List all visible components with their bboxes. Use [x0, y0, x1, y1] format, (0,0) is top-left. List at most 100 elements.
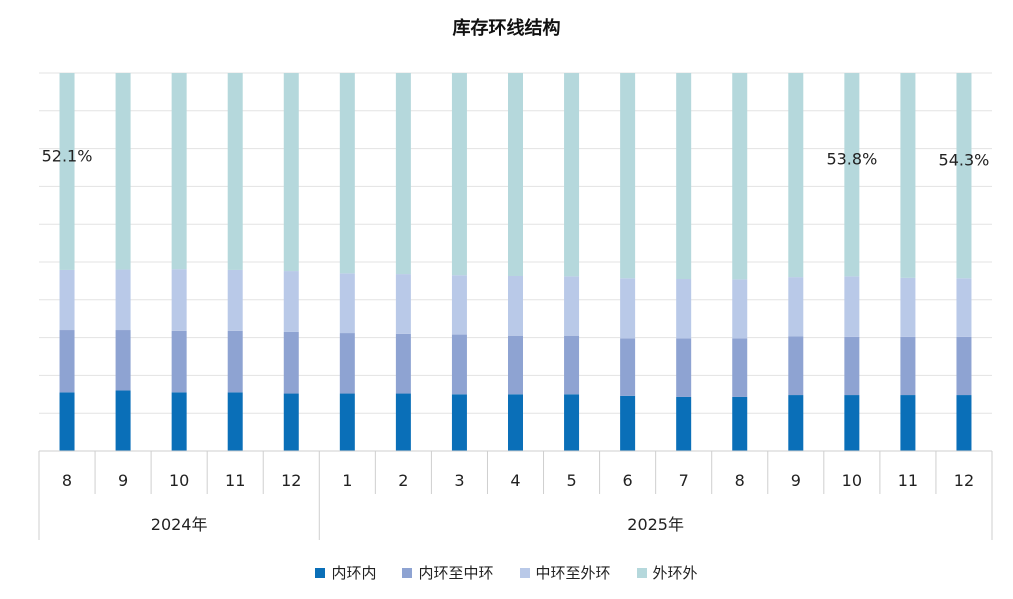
- bar-segment: [956, 395, 972, 451]
- x-tick-label: 6: [623, 471, 633, 490]
- bar-segment: [956, 73, 972, 279]
- x-tick-label: 8: [735, 471, 745, 490]
- bar-segment: [339, 393, 355, 451]
- bar-segment: [395, 333, 411, 394]
- bar-segment: [900, 277, 916, 337]
- bar-segment: [844, 276, 860, 337]
- bar-segment: [171, 73, 187, 270]
- x-tick-label: 10: [169, 471, 189, 490]
- x-tick-label: 9: [118, 471, 128, 490]
- bar-segment: [900, 395, 916, 451]
- legend-label: 中环至外环: [535, 564, 611, 582]
- bar-segment: [115, 330, 131, 391]
- bar-segment: [620, 73, 636, 279]
- bar-segment: [788, 395, 804, 451]
- x-tick-label: 4: [510, 471, 520, 490]
- bar-segment: [451, 334, 467, 395]
- data-label: 54.3%: [939, 150, 990, 169]
- legend-label: 内环至中环: [418, 564, 494, 582]
- legend-label: 内环内: [331, 564, 377, 582]
- bar-segment: [732, 396, 748, 451]
- legend-item: 外环外: [636, 562, 698, 583]
- legend: 内环内 内环至中环 中环至外环 外环外: [0, 562, 1013, 583]
- bar-segment: [171, 269, 187, 331]
- bar-segment: [844, 395, 860, 451]
- bar-segment: [508, 394, 523, 451]
- bar-segment: [59, 269, 75, 331]
- bar-segment: [956, 336, 972, 396]
- x-tick-label: 5: [566, 471, 576, 490]
- bar-segment: [508, 275, 523, 336]
- legend-item: 内环内: [315, 562, 376, 583]
- bar-segment: [564, 276, 580, 336]
- bar-segment: [227, 73, 243, 270]
- bar-segment: [564, 394, 580, 451]
- bars: [59, 73, 972, 451]
- bar-segment: [339, 73, 355, 274]
- legend-swatch: [315, 567, 326, 578]
- bar-segment: [620, 395, 636, 451]
- bar-segment: [395, 274, 411, 334]
- bar-segment: [283, 331, 299, 394]
- bar-segment: [283, 271, 299, 332]
- x-tick-label: 9: [791, 471, 801, 490]
- bar-segment: [339, 333, 355, 394]
- x-group-label: 2025年: [627, 515, 684, 534]
- bar-segment: [227, 330, 243, 393]
- bar-segment: [451, 275, 467, 335]
- bar-segment: [564, 73, 580, 277]
- bar-segment: [171, 330, 187, 393]
- x-tick-label: 11: [898, 471, 918, 490]
- x-tick-label: 2: [398, 471, 408, 490]
- legend-swatch: [519, 567, 530, 578]
- bar-segment: [451, 394, 467, 451]
- bar-segment: [956, 278, 972, 337]
- x-tick-label: 12: [281, 471, 301, 490]
- bar-segment: [395, 393, 411, 451]
- x-group-label: 2024年: [151, 515, 208, 534]
- x-tick-label: 12: [954, 471, 974, 490]
- bar-segment: [339, 273, 355, 334]
- bar-segment: [676, 73, 692, 280]
- legend-item: 内环至中环: [402, 562, 494, 583]
- bar-segment: [59, 330, 75, 393]
- bar-segment: [788, 277, 804, 337]
- x-tick-label: 3: [454, 471, 464, 490]
- legend-swatch: [402, 567, 413, 578]
- bar-segment: [395, 73, 411, 275]
- bar-segment: [732, 338, 748, 397]
- bar-segment: [59, 73, 75, 270]
- legend-item: 中环至外环: [519, 562, 611, 583]
- bar-segment: [620, 338, 636, 396]
- bar-segment: [900, 336, 916, 396]
- bar-segment: [676, 279, 692, 339]
- x-tick-label: 7: [679, 471, 689, 490]
- data-label: 53.8%: [826, 150, 877, 169]
- x-tick-label: 1: [342, 471, 352, 490]
- bar-segment: [227, 392, 243, 451]
- bar-segment: [620, 278, 636, 339]
- bar-segment: [564, 335, 580, 395]
- bar-segment: [788, 73, 804, 278]
- bar-segment: [227, 269, 243, 331]
- bar-segment: [508, 73, 523, 276]
- bar-segment: [508, 335, 523, 395]
- x-tick-label: 8: [62, 471, 72, 490]
- bar-segment: [171, 392, 187, 451]
- bar-segment: [451, 73, 467, 276]
- data-labels: 52.1% 53.8% 54.3%: [42, 147, 990, 170]
- bar-segment: [788, 336, 804, 396]
- bar-segment: [59, 392, 75, 451]
- bar-segment: [115, 73, 131, 270]
- bar-segment: [900, 73, 916, 278]
- data-label: 52.1%: [42, 147, 93, 166]
- bar-segment: [283, 393, 299, 451]
- x-tick-label: 10: [842, 471, 862, 490]
- bar-segment: [844, 336, 860, 396]
- bar-segment: [115, 269, 131, 331]
- chart-title: 库存环线结构: [452, 18, 561, 39]
- bar-segment: [844, 73, 860, 277]
- bar-segment: [732, 279, 748, 339]
